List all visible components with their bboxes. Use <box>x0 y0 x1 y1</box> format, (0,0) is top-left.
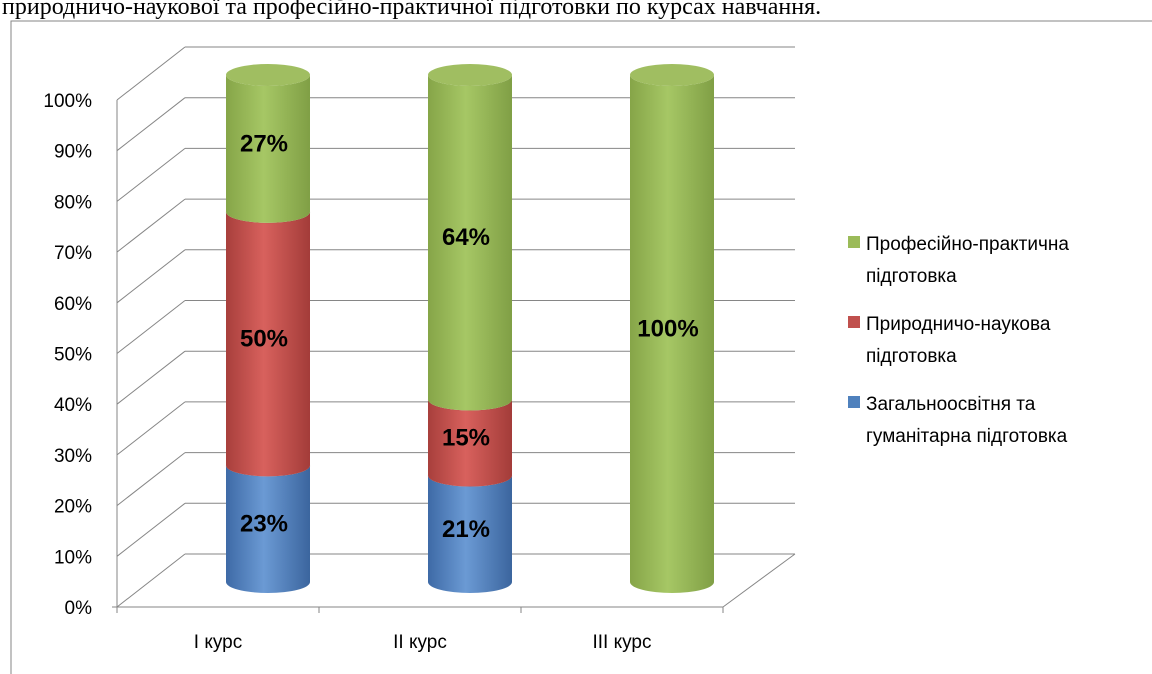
y-tick-label: 10% <box>54 547 92 568</box>
x-tick-label: ІІ курс <box>393 632 447 653</box>
y-tick-label: 40% <box>54 395 92 416</box>
legend: Професійно-практична підготовка Природничо… <box>848 234 1069 447</box>
legend-label: Професійно-практична <box>866 234 1069 255</box>
y-tick-label: 70% <box>54 243 92 264</box>
legend-label: Загальноосвітня та <box>866 394 1036 415</box>
gridline-side <box>116 350 186 405</box>
bar-top <box>428 64 512 86</box>
gridline-side <box>116 553 186 608</box>
caption: природничо-наукової та професійно-практи… <box>2 0 821 20</box>
legend-label: підготовка <box>866 346 957 367</box>
floor-edge <box>722 553 796 608</box>
gridline-side <box>116 502 186 557</box>
data-label: 100% <box>637 316 698 343</box>
data-label: 50% <box>240 326 288 353</box>
gridline-side <box>116 249 186 304</box>
gridline-side <box>116 401 186 456</box>
y-tick-label: 20% <box>54 497 92 518</box>
bar-top <box>226 64 310 86</box>
bar-segment <box>226 75 310 223</box>
gridline-side <box>116 148 186 202</box>
bars <box>225 64 714 593</box>
y-axis-ticks: 0% 10% 20% 30% 40% 50% 60% 70% 80% 90% 100% <box>43 91 92 619</box>
y-tick-label: 30% <box>54 446 92 467</box>
gridline-side <box>116 97 186 152</box>
gridline-side <box>116 198 186 253</box>
gridline-side <box>116 300 186 354</box>
legend-label: підготовка <box>866 266 957 287</box>
legend-label: гуманітарна підготовка <box>866 426 1068 447</box>
data-label: 64% <box>442 224 490 251</box>
data-labels: 23% 50% 27% 21% 15% 64% 100% <box>240 130 699 542</box>
x-axis-labels: І курс ІІ курс ІІІ курс <box>194 632 652 653</box>
data-label: 21% <box>442 516 490 543</box>
x-tick-label: ІІІ курс <box>593 632 652 653</box>
y-tick-label: 90% <box>54 142 92 163</box>
gridline-side <box>116 452 186 506</box>
bar-segment <box>226 465 310 593</box>
y-tick-label: 0% <box>65 598 93 619</box>
bar-segment <box>226 211 310 477</box>
y-tick-label: 100% <box>43 91 92 112</box>
gridline-side <box>116 46 186 101</box>
bar-segment <box>630 75 714 593</box>
bar-segment <box>428 75 512 411</box>
y-tick-label: 80% <box>54 192 92 213</box>
x-tick-label: І курс <box>194 632 242 653</box>
y-tick-label: 50% <box>54 345 92 366</box>
data-label: 23% <box>240 511 288 538</box>
data-label: 15% <box>442 425 490 452</box>
chart-frame <box>10 20 1152 674</box>
legend-label: Природничо-наукова <box>866 314 1051 335</box>
legend-swatch <box>848 236 860 248</box>
legend-swatch <box>848 396 860 408</box>
data-label: 27% <box>240 130 288 157</box>
y-tick-label: 60% <box>54 294 92 315</box>
bar-top <box>630 64 714 86</box>
bar-segment <box>428 475 512 593</box>
legend-swatch <box>848 316 860 328</box>
bar-segment <box>428 399 512 487</box>
